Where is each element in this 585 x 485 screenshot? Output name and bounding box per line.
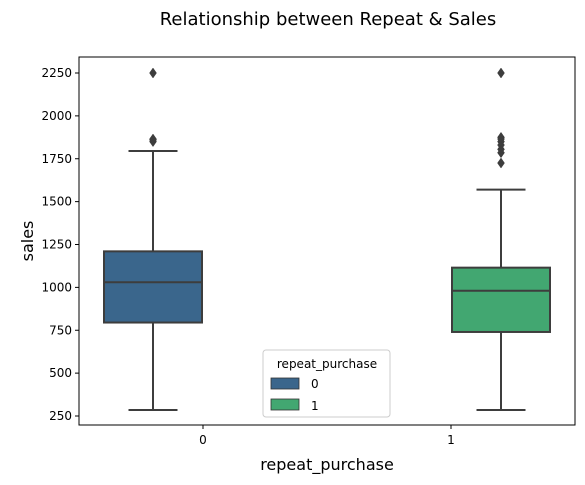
y-tick-label-2: 750 — [49, 323, 72, 337]
outlier-point-2 — [149, 133, 157, 145]
legend-swatch-0 — [270, 377, 300, 390]
legend: repeat_purchase 0 1 — [262, 349, 391, 418]
outlier-point-6 — [497, 131, 505, 143]
legend-label-1: 1 — [311, 399, 319, 413]
y-axis-label: sales — [18, 221, 37, 262]
chart-title: Relationship between Repeat & Sales — [160, 9, 497, 30]
y-tick-label-7: 2000 — [41, 109, 72, 123]
box-iqr — [451, 266, 551, 333]
outlier-point-3 — [149, 67, 157, 79]
x-tick-label-0: 0 — [199, 433, 207, 447]
legend-title: repeat_purchase — [277, 357, 377, 371]
y-tick-label-5: 1500 — [41, 195, 72, 209]
outlier-point-0 — [497, 157, 505, 169]
outlier-point-7 — [497, 67, 505, 79]
y-tick-label-8: 2250 — [41, 66, 72, 80]
x-tick-label-1: 1 — [447, 433, 455, 447]
y-tick-label-6: 1750 — [41, 152, 72, 166]
x-axis-label: repeat_purchase — [260, 455, 394, 475]
y-tick-label-1: 500 — [49, 366, 72, 380]
y-tick-label-4: 1250 — [41, 238, 72, 252]
box-plots — [103, 67, 551, 411]
legend-swatch-1 — [270, 398, 300, 411]
plot-frame — [78, 56, 576, 426]
plot-area — [78, 56, 576, 426]
y-tick-label-3: 1000 — [41, 280, 72, 294]
box-series-1 — [451, 67, 551, 411]
legend-label-0: 0 — [311, 377, 319, 391]
y-tick-label-0: 250 — [49, 409, 72, 423]
box-iqr — [103, 250, 203, 324]
box-series-0 — [103, 67, 203, 411]
y-axis: 250 500 750 1000 1250 1500 1750 2000 2250 — [41, 66, 79, 423]
